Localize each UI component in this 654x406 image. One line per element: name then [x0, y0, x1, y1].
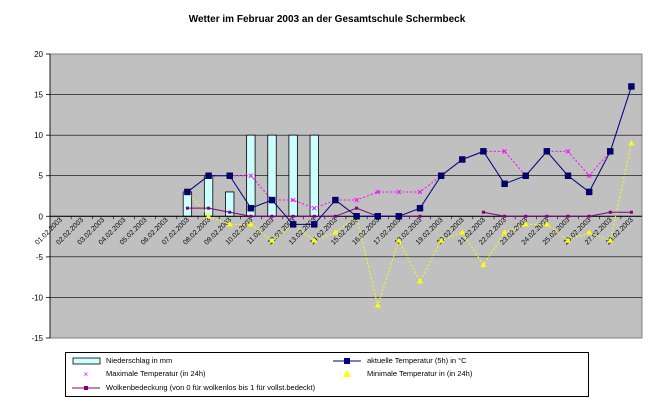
point-clouds — [481, 210, 485, 214]
bar — [309, 134, 319, 217]
point-max — [375, 189, 381, 195]
y-tick-label: 5 — [39, 172, 44, 181]
point-clouds — [503, 214, 507, 218]
point-max — [417, 189, 423, 195]
point-clouds — [355, 206, 359, 210]
point-clouds — [566, 214, 570, 218]
point-clouds — [312, 214, 316, 218]
point-max — [354, 197, 359, 203]
point-current — [480, 148, 487, 155]
point-current — [628, 83, 635, 90]
point-current — [501, 180, 508, 188]
point-min — [417, 278, 423, 284]
point-min — [501, 229, 508, 235]
y-tick-label: 20 — [34, 50, 43, 59]
chart-title: Wetter im Februar 2003 an der Gesamtschu… — [188, 14, 466, 25]
y-tick-label: 0 — [39, 212, 44, 221]
series-line-min — [187, 143, 632, 308]
point-clouds — [185, 206, 189, 210]
series-line-current — [187, 86, 632, 225]
point-current — [205, 172, 212, 179]
point-min — [565, 237, 571, 243]
bar — [288, 134, 298, 217]
point-clouds — [228, 210, 232, 214]
y-tick-label: -15 — [31, 334, 43, 343]
point-max — [290, 197, 296, 203]
point-clouds — [207, 206, 211, 210]
point-max — [586, 173, 592, 179]
plot-area — [49, 53, 643, 339]
point-min — [247, 221, 254, 227]
point-current — [395, 213, 403, 220]
point-clouds — [418, 214, 422, 218]
point-clouds — [629, 210, 633, 214]
point-min — [459, 229, 466, 235]
point-max — [502, 149, 507, 154]
series-line-clouds — [483, 211, 632, 217]
point-current — [268, 196, 276, 204]
point-min — [480, 261, 487, 267]
point-min — [311, 237, 318, 243]
legend-label: Niederschlag in mm — [106, 356, 173, 365]
point-current — [416, 204, 424, 212]
y-tick-label: -10 — [31, 293, 43, 302]
point-clouds — [249, 214, 253, 218]
point-clouds — [291, 214, 295, 218]
point-min — [586, 229, 593, 235]
point-current — [543, 148, 551, 155]
point-current — [353, 213, 360, 220]
bar — [203, 175, 214, 217]
point-current — [522, 172, 529, 179]
point-clouds — [608, 210, 612, 214]
point-min — [607, 237, 614, 243]
legend-label: Wolkenbedeckung (von 0 für wolkenlos bis… — [106, 383, 316, 392]
point-max — [311, 205, 317, 211]
point-max — [565, 149, 571, 154]
point-min — [205, 213, 212, 219]
point-current — [289, 221, 297, 228]
point-current — [437, 172, 445, 179]
point-current — [585, 188, 593, 196]
point-current — [564, 172, 572, 179]
point-current — [226, 172, 233, 179]
point-clouds — [333, 214, 337, 218]
series-line-max — [187, 86, 632, 209]
point-min — [226, 221, 233, 227]
point-current — [311, 221, 318, 228]
point-min — [522, 221, 529, 227]
legend-label: Minimale Temperatur in (in 24h) — [367, 369, 473, 378]
point-current — [374, 213, 381, 220]
point-clouds — [545, 214, 549, 218]
point-min — [395, 237, 402, 243]
legend-label: Maximale Temperatur (in 24h) — [106, 369, 206, 378]
svg-text:×: × — [84, 370, 89, 379]
point-current — [607, 148, 614, 155]
point-min — [628, 140, 635, 146]
point-max — [396, 189, 402, 195]
point-clouds — [524, 214, 528, 218]
y-tick-label: 15 — [34, 91, 43, 100]
y-tick-label: -5 — [36, 253, 44, 262]
point-current — [184, 188, 191, 196]
point-current — [332, 196, 339, 204]
point-min — [269, 237, 275, 243]
point-current — [247, 204, 255, 212]
point-clouds — [587, 214, 591, 218]
point-min — [543, 221, 550, 227]
point-max — [248, 173, 254, 179]
y-tick-label: 10 — [34, 131, 43, 140]
legend: Niederschlag in mm aktuelle Temperatur (… — [65, 352, 589, 397]
point-min — [374, 302, 381, 308]
point-min — [332, 229, 339, 235]
point-clouds — [270, 214, 274, 218]
point-current — [459, 156, 466, 163]
legend-label: aktuelle Temperatur (5h) in °C — [367, 356, 467, 365]
point-min — [438, 237, 445, 243]
